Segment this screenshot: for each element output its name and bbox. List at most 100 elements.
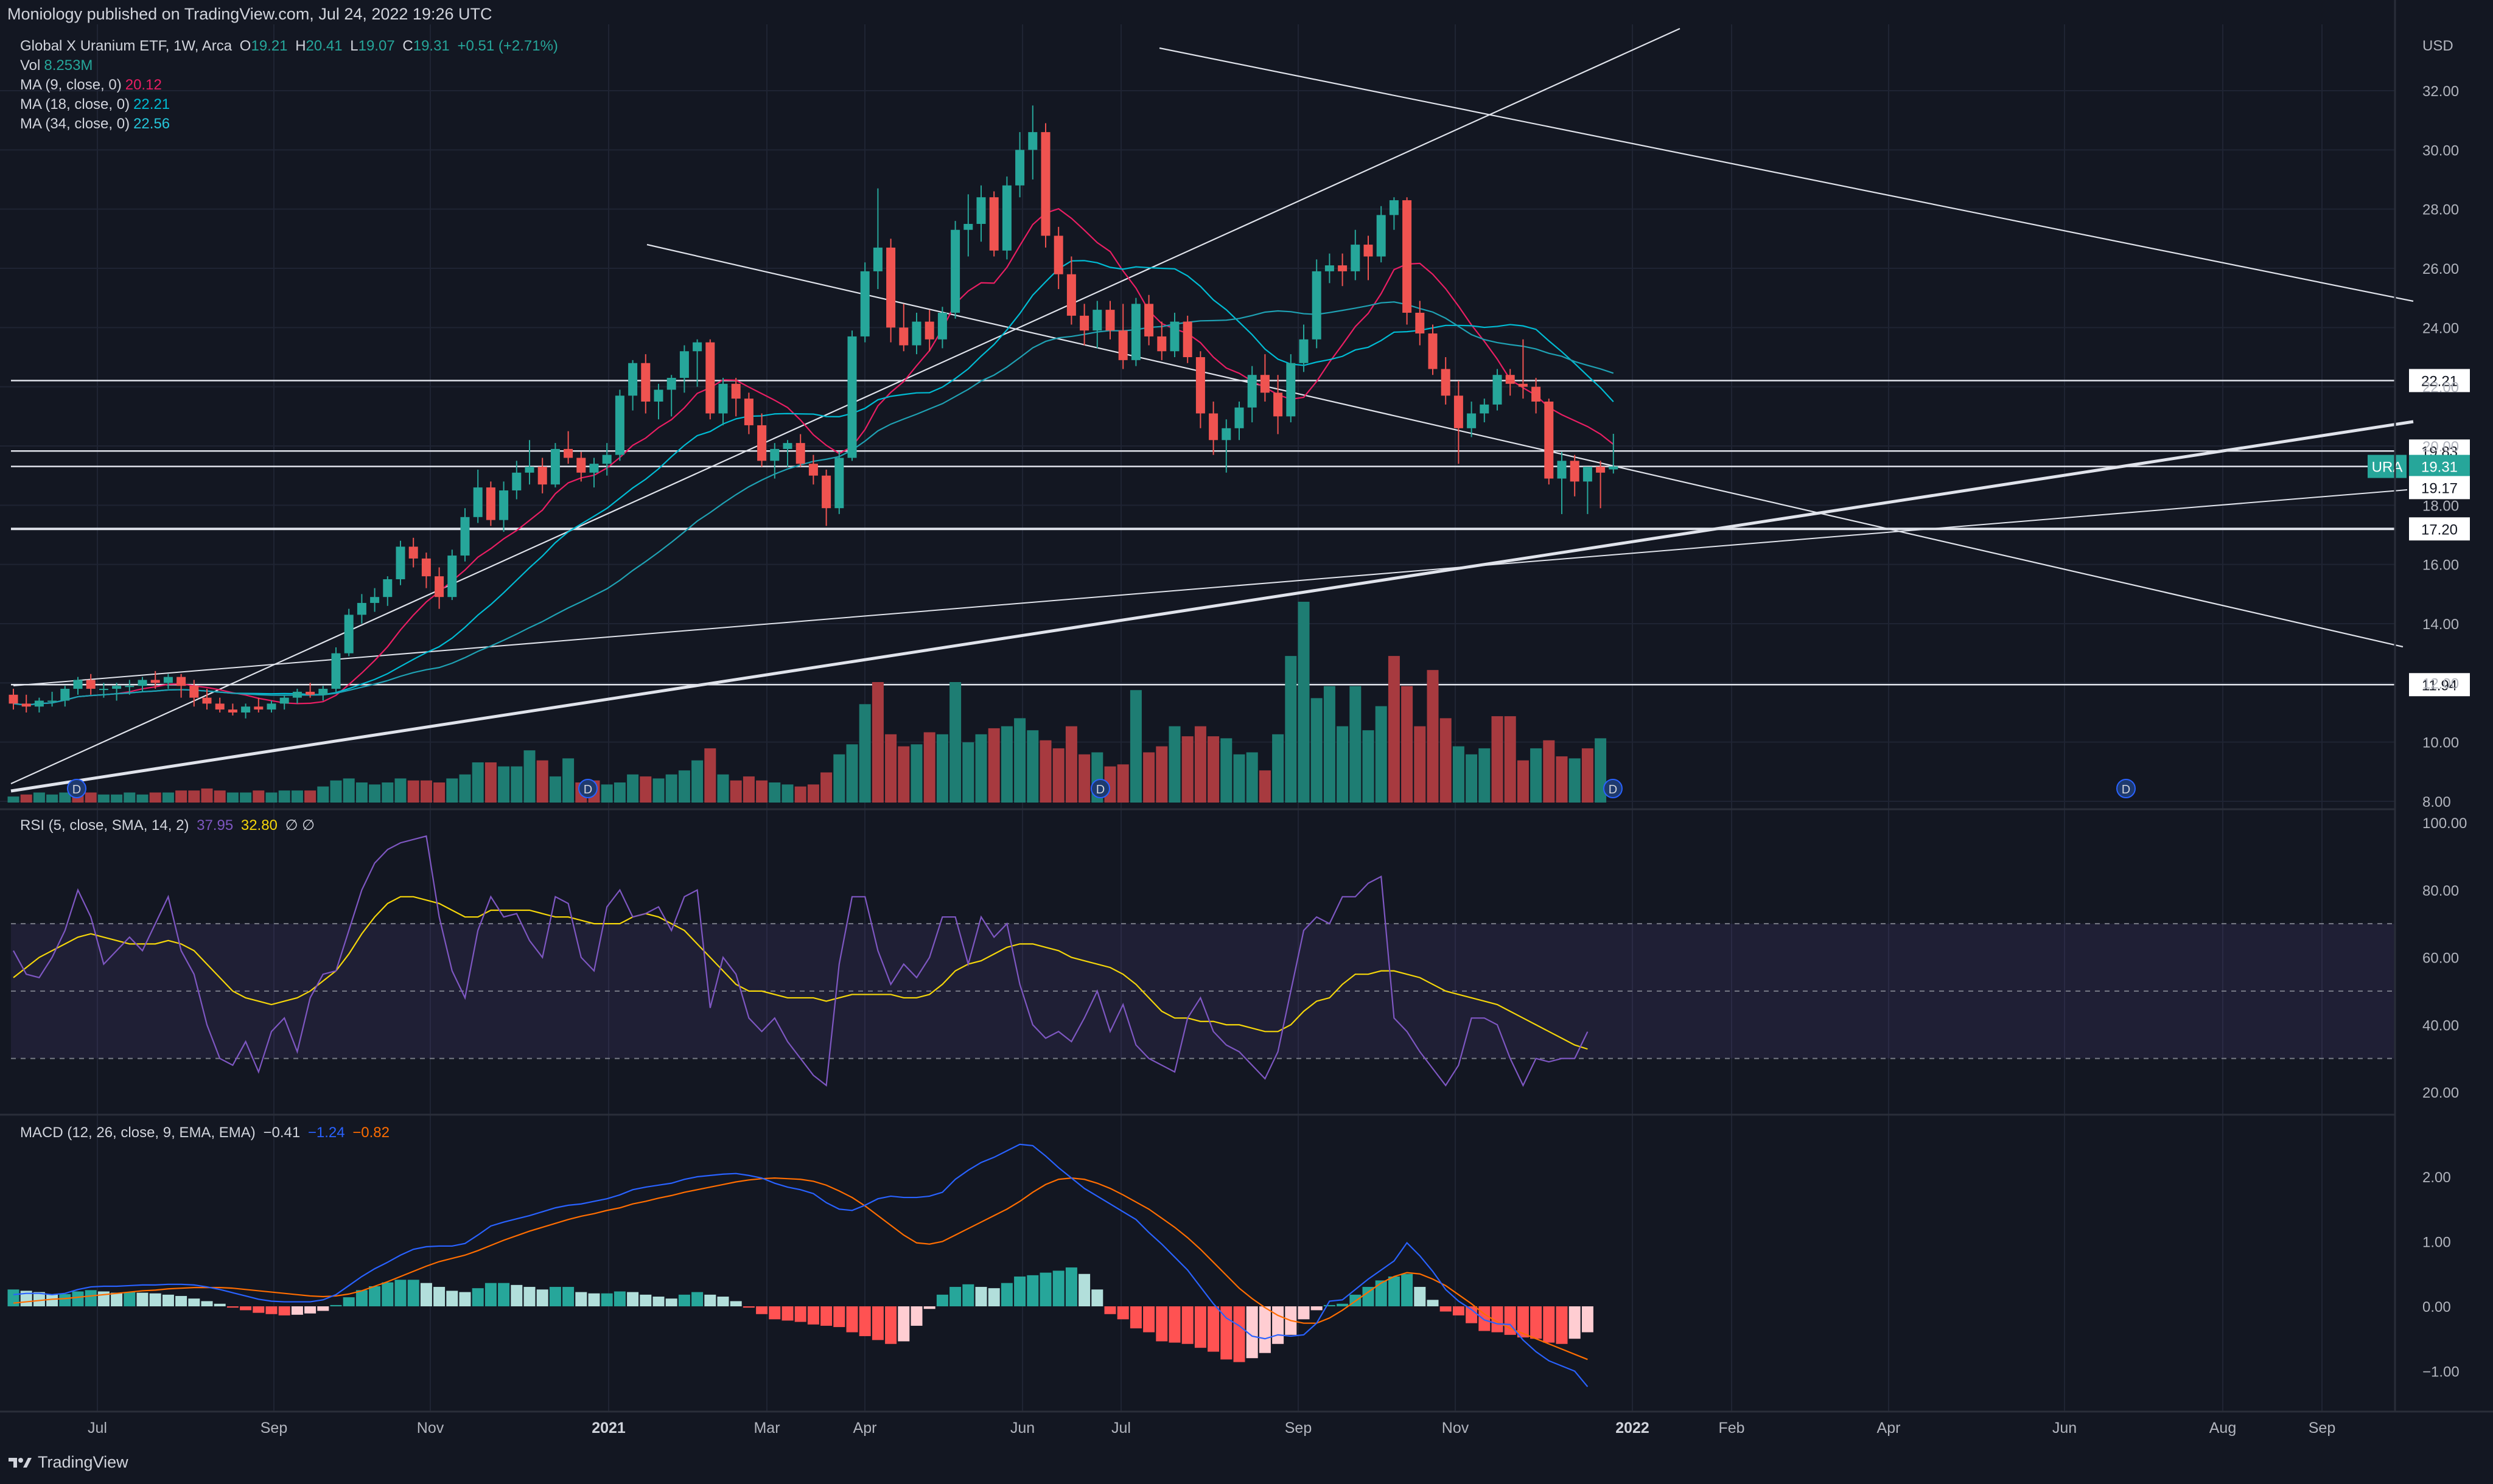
macd-histogram-bar <box>484 1283 497 1306</box>
candle-body <box>808 464 818 476</box>
volume-bar <box>459 774 471 803</box>
candle-body <box>615 395 624 455</box>
level-box <box>2409 476 2470 500</box>
candle-body <box>292 691 302 698</box>
dividend-marker <box>2116 779 2136 798</box>
macd-histogram-bar <box>1272 1306 1284 1344</box>
macd-histogram-bar <box>1323 1305 1335 1306</box>
candle-body <box>228 709 237 712</box>
macd-histogram-bar <box>1491 1306 1503 1332</box>
macd-histogram-bar <box>846 1306 858 1332</box>
macd-histogram-bar <box>1079 1273 1091 1306</box>
price-tick: 22.00 <box>2422 380 2459 396</box>
price-tick: 26.00 <box>2422 261 2459 277</box>
ma34-label: MA (34, close, 0) <box>20 116 130 132</box>
volume-bar <box>1285 656 1297 803</box>
volume-bar <box>201 788 213 803</box>
candle-body <box>267 703 276 710</box>
ma18-label: MA (18, close, 0) <box>20 96 130 113</box>
volume-bar <box>601 784 613 803</box>
volume-bar <box>1362 730 1374 803</box>
volume-bar <box>1014 718 1026 803</box>
macd-histogram-bar <box>1439 1306 1452 1312</box>
macd-histogram-bar <box>1143 1306 1155 1332</box>
volume-bar <box>536 760 548 803</box>
macd-histogram-bar <box>498 1283 510 1306</box>
macd-histogram-bar <box>214 1303 226 1306</box>
footer-brand[interactable]: TradingView <box>7 1453 128 1472</box>
macd-histogram-bar <box>1401 1273 1413 1306</box>
close-label: C <box>402 38 413 54</box>
candle-body <box>163 677 173 683</box>
candle-body <box>1480 404 1489 414</box>
macd-histogram-bar <box>85 1290 97 1306</box>
candle-body <box>189 686 199 698</box>
volume-bar <box>975 734 987 803</box>
open-label: O <box>239 38 251 54</box>
candle-body <box>112 686 122 689</box>
volume-bar <box>1079 754 1091 803</box>
macd-histogram-bar <box>1130 1306 1142 1329</box>
macd-label: MACD (12, 26, close, 9, EMA, EMA) <box>20 1124 256 1141</box>
macd-histogram-bar <box>459 1292 471 1306</box>
ma18-legend: MA (18, close, 0) 22.21 <box>20 96 173 113</box>
volume-bar <box>911 744 923 803</box>
price-tick: 16.00 <box>2422 557 2459 574</box>
macd-histogram-bar <box>1117 1306 1129 1320</box>
candle-body <box>602 455 612 464</box>
volume-bar <box>627 774 639 803</box>
macd-histogram-bar <box>1530 1306 1542 1339</box>
candle-body <box>795 443 805 464</box>
macd-histogram-bar <box>1543 1306 1555 1343</box>
macd-histogram-bar <box>355 1290 368 1306</box>
volume-bar <box>872 682 884 803</box>
level-box <box>2409 369 2470 392</box>
volume-bar <box>691 760 704 803</box>
candle-body <box>705 342 715 414</box>
volume-bar <box>7 796 19 803</box>
candle-body <box>486 487 495 520</box>
time-axis[interactable]: Jul Sep Nov 2021 Mar Apr Jun Jul Sep Nov 2022 Feb Ap… <box>88 1420 2335 1437</box>
volume-bar <box>1246 752 1258 803</box>
main-legend: Global X Uranium ETF, 1W, Arca O19.21 H2… <box>20 38 562 55</box>
volume-bar <box>523 750 536 803</box>
candle-body <box>937 313 947 340</box>
level-label: 11.94 <box>2422 677 2457 694</box>
volume-bar <box>1117 764 1129 803</box>
volume-bar <box>46 794 58 803</box>
volume-bar <box>807 784 819 803</box>
dividend-marker <box>1091 779 1110 798</box>
ma9-legend: MA (9, close, 0) 20.12 <box>20 77 166 94</box>
macd-histogram-bar <box>730 1301 742 1306</box>
candles[interactable] <box>9 105 1618 719</box>
level-label: 22.21 <box>2421 373 2458 389</box>
low-value: 19.07 <box>358 38 395 54</box>
candle-body <box>963 224 973 230</box>
volume-bar <box>717 774 729 803</box>
dividend-letter: D <box>1096 783 1105 796</box>
macd-histogram-bar <box>627 1292 639 1306</box>
macd-histogram-bar <box>898 1306 910 1342</box>
price-tick: 8.00 <box>2422 794 2451 810</box>
dividend-marker <box>578 779 598 798</box>
rsi-pane: 100.00 80.00 60.00 40.00 20.00 <box>11 815 2467 1101</box>
volume-bar <box>820 772 833 803</box>
candle-body <box>1389 200 1399 215</box>
candle-body <box>1402 200 1412 313</box>
candle-body <box>1505 375 1515 384</box>
candle-body <box>1596 467 1606 473</box>
macd-histogram-bar <box>136 1292 149 1306</box>
macd-histogram-bar <box>1362 1287 1374 1306</box>
macd-histogram-bar <box>124 1292 136 1306</box>
candle-body <box>1015 150 1025 186</box>
candle-body <box>383 579 393 597</box>
volume-bar <box>226 792 239 803</box>
macd-histogram-bar <box>369 1286 381 1306</box>
macd-histogram-bar <box>820 1306 833 1326</box>
time-tick: Apr <box>853 1420 877 1437</box>
macd-histogram-bar <box>988 1288 1000 1306</box>
macd-histogram-bar <box>769 1306 781 1320</box>
price-tick: 18.00 <box>2422 498 2459 514</box>
